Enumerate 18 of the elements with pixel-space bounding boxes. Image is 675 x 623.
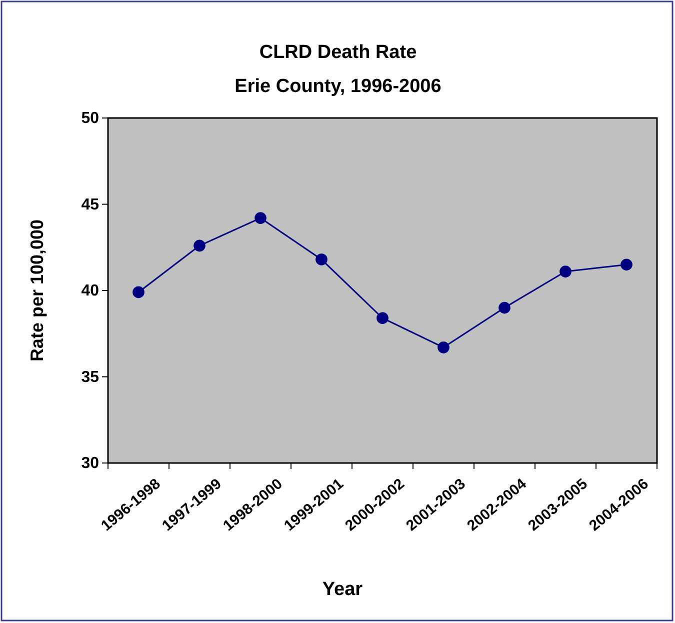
point	[438, 342, 450, 354]
point	[132, 286, 144, 298]
chart-subtitle: Erie County, 1996-2006	[234, 76, 442, 97]
x-axis-title: Year	[322, 579, 364, 600]
y-tick-label: 45	[81, 196, 100, 214]
y-axis-title: Rate per 100,000	[27, 219, 47, 362]
y-tick-label: 50	[81, 110, 100, 128]
point	[194, 240, 206, 252]
point	[498, 302, 510, 314]
point	[560, 266, 572, 278]
point	[254, 212, 266, 224]
y-tick-label: 30	[81, 455, 100, 472]
point	[620, 258, 632, 271]
point	[316, 254, 328, 266]
y-tick-label: 35	[81, 368, 100, 386]
point	[376, 312, 388, 324]
chart-title: CLRD Death Rate	[259, 42, 417, 63]
y-tick-label: 40	[81, 282, 100, 300]
